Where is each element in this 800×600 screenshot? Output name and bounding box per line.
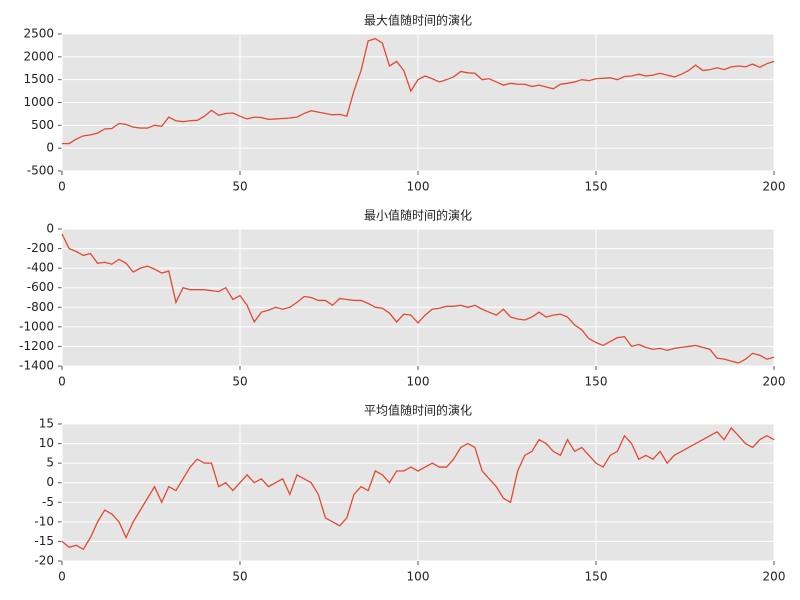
y-tick-label: 15	[39, 417, 54, 431]
x-tick-label: 200	[763, 570, 786, 584]
y-tick-label: 2000	[23, 49, 54, 63]
y-tick-label: -1000	[19, 319, 54, 333]
y-tick-label: -400	[27, 261, 54, 275]
x-tick-label: 150	[585, 570, 608, 584]
y-tick-label: -800	[27, 300, 54, 314]
x-tick-label: 50	[232, 375, 247, 389]
y-tick-label: 0	[46, 475, 54, 489]
x-tick-label: 150	[585, 375, 608, 389]
y-tick-label: -1400	[19, 359, 54, 373]
y-tick-label: -10	[34, 514, 54, 528]
x-tick-label: 0	[58, 570, 66, 584]
x-tick-label: 100	[407, 180, 430, 194]
y-tick-label: -20	[34, 554, 54, 568]
y-tick-label: 1500	[23, 72, 54, 86]
chart-title: 平均值随时间的演化	[364, 403, 472, 418]
x-tick-label: 200	[763, 180, 786, 194]
y-tick-label: -1200	[19, 339, 54, 353]
chart-title: 最大值随时间的演化	[364, 13, 472, 28]
y-tick-label: 0	[46, 222, 54, 236]
data-line	[62, 37, 775, 145]
data-line	[61, 233, 775, 364]
y-tick-label: -5	[42, 495, 54, 509]
y-tick-label: -500	[27, 164, 54, 178]
x-tick-label: 150	[585, 180, 608, 194]
x-tick-label: 200	[763, 375, 786, 389]
y-tick-label: -15	[34, 534, 54, 548]
x-tick-label: 0	[58, 180, 66, 194]
y-tick-label: 0	[46, 141, 54, 155]
x-tick-label: 50	[232, 180, 247, 194]
chart-title: 最小值随时间的演化	[364, 208, 472, 223]
y-tick-label: 500	[31, 118, 54, 132]
y-tick-label: -200	[27, 241, 54, 255]
y-tick-label: 10	[39, 436, 54, 450]
x-tick-label: 50	[232, 570, 247, 584]
data-line	[61, 426, 775, 551]
y-tick-label: 5	[46, 456, 54, 470]
y-tick-label: -600	[27, 280, 54, 294]
y-tick-label: 1000	[23, 95, 54, 109]
y-tick-label: 2500	[23, 27, 54, 41]
x-tick-label: 100	[407, 570, 430, 584]
x-tick-label: 100	[407, 375, 430, 389]
x-tick-label: 0	[58, 375, 66, 389]
